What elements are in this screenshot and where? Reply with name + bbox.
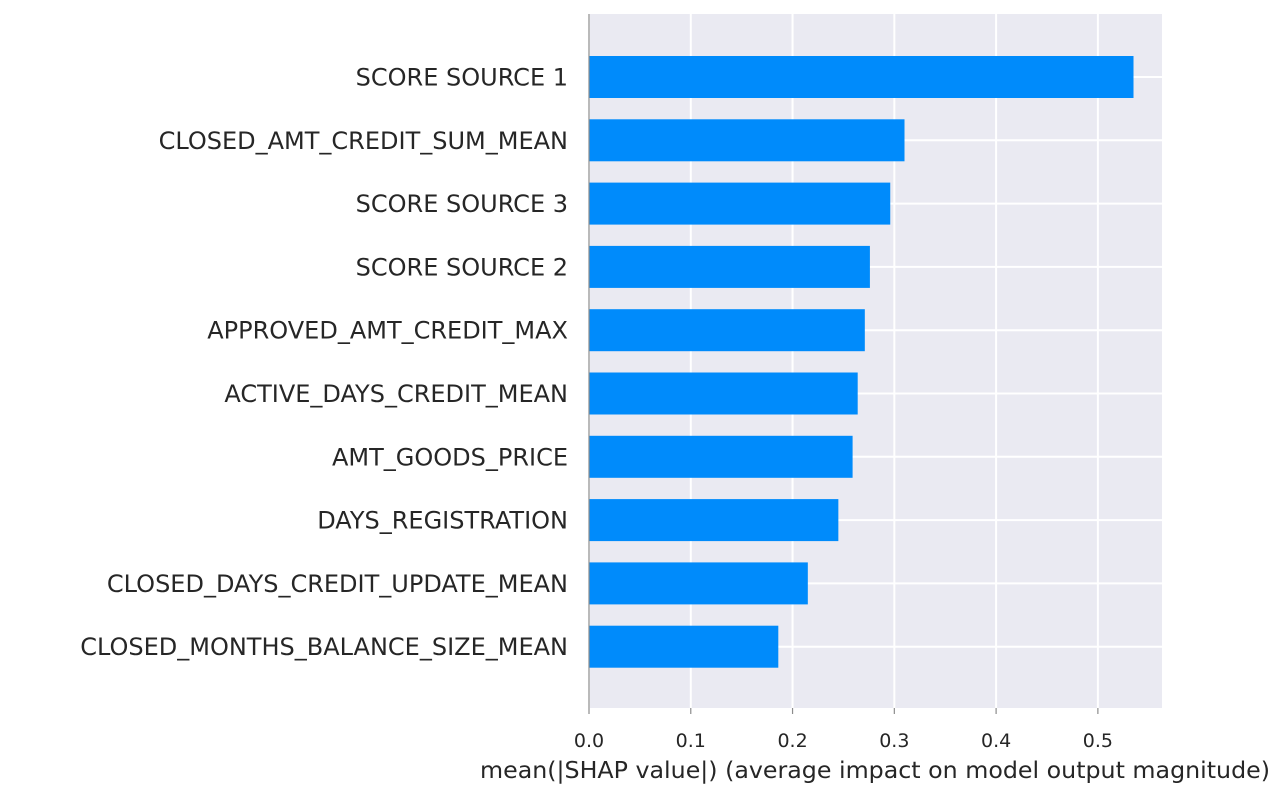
- bar: [589, 119, 905, 162]
- bars: [589, 56, 1134, 668]
- bar: [589, 372, 858, 415]
- bar: [589, 562, 808, 605]
- category-label: APPROVED_AMT_CREDIT_MAX: [207, 317, 568, 345]
- x-axis-title: mean(|SHAP value|) (average impact on mo…: [480, 758, 1270, 784]
- bar: [589, 182, 891, 225]
- x-tick-label: 0.0: [574, 730, 604, 752]
- x-tick-label: 0.5: [1083, 730, 1113, 752]
- category-label: SCORE SOURCE 2: [356, 253, 568, 281]
- x-tick-label: 0.2: [777, 730, 807, 752]
- bar: [589, 309, 865, 352]
- x-tick-label: 0.4: [981, 730, 1011, 752]
- bar: [589, 56, 1134, 98]
- bar: [589, 625, 779, 668]
- category-label: AMT_GOODS_PRICE: [332, 443, 568, 471]
- category-label: SCORE SOURCE 3: [356, 190, 568, 218]
- bar: [589, 435, 853, 478]
- category-label: ACTIVE_DAYS_CREDIT_MEAN: [224, 380, 568, 408]
- category-label: SCORE SOURCE 1: [356, 64, 568, 92]
- category-label: CLOSED_MONTHS_BALANCE_SIZE_MEAN: [80, 633, 568, 661]
- x-tick-label: 0.3: [879, 730, 909, 752]
- category-labels: SCORE SOURCE 1 CLOSED_AMT_CREDIT_SUM_MEAN…: [80, 64, 568, 662]
- bar: [589, 245, 870, 288]
- category-label: CLOSED_DAYS_CREDIT_UPDATE_MEAN: [107, 570, 568, 598]
- category-label: DAYS_REGISTRATION: [317, 507, 568, 535]
- x-axis-ticks: 0.0 0.1 0.2 0.3 0.4 0.5: [574, 708, 1113, 752]
- bar: [589, 499, 839, 542]
- x-tick-label: 0.1: [676, 730, 706, 752]
- category-label: CLOSED_AMT_CREDIT_SUM_MEAN: [159, 127, 568, 155]
